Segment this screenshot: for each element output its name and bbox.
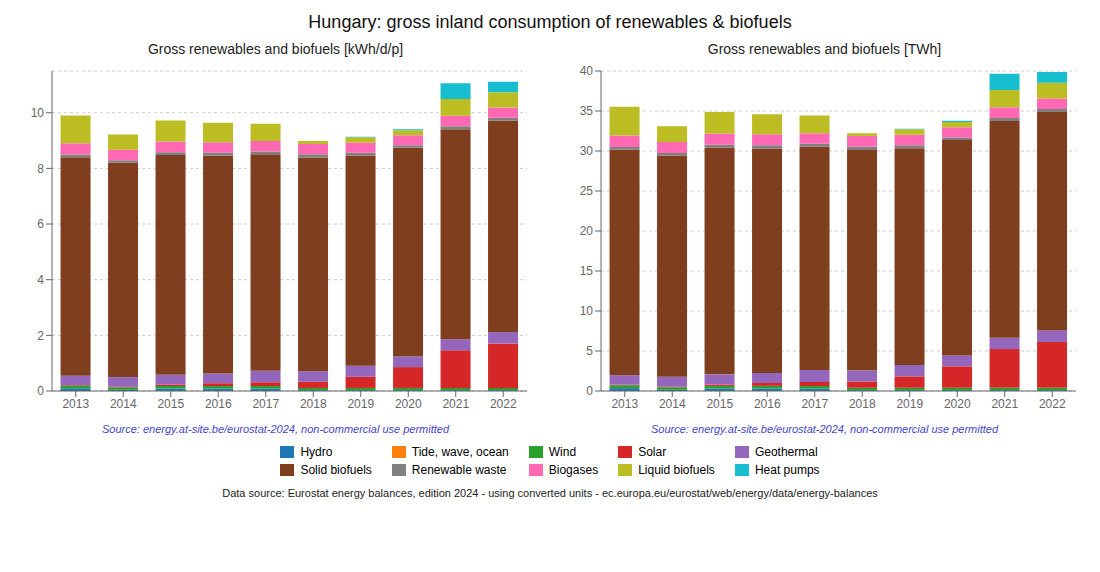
html-text:Source: energy.at-site.be/euro: Source: energy.at-site.be/eurostat-2024,… <box>102 423 449 435</box>
svg-text:30: 30 <box>580 144 594 158</box>
svg-text:2022: 2022 <box>490 397 517 411</box>
svg-text:2021: 2021 <box>442 397 469 411</box>
svg-text:2021: 2021 <box>991 397 1018 411</box>
svg-text:2014: 2014 <box>659 397 686 411</box>
svg-text:2018: 2018 <box>300 397 327 411</box>
svg-text:2019: 2019 <box>896 397 923 411</box>
html-text:Tide, wave, ocean: Tide, wave, ocean <box>411 445 509 459</box>
svg-text:2: 2 <box>37 329 44 343</box>
svg-text:6: 6 <box>37 217 44 231</box>
svg-text:35: 35 <box>580 104 594 118</box>
html-text:Geothermal: Geothermal <box>754 445 818 459</box>
svg-text:8: 8 <box>37 162 44 176</box>
svg-text:2018: 2018 <box>849 397 876 411</box>
svg-text:5: 5 <box>586 344 593 358</box>
html-text:Gross renewables and biofuels: Gross renewables and biofuels [TWh] <box>707 41 942 57</box>
svg-text:2020: 2020 <box>944 397 971 411</box>
svg-text:15: 15 <box>580 264 594 278</box>
svg-text:2013: 2013 <box>62 397 89 411</box>
svg-text:2015: 2015 <box>157 397 184 411</box>
html-text:Data source: Eurostat energy b: Data source: Eurostat energy balances, e… <box>222 487 878 499</box>
html-text:Renewable waste: Renewable waste <box>411 463 507 477</box>
svg-text:10: 10 <box>31 106 45 120</box>
svg-text:2017: 2017 <box>801 397 828 411</box>
svg-text:10: 10 <box>580 304 594 318</box>
svg-text:20: 20 <box>580 224 594 238</box>
html-text:Hydro: Hydro <box>300 445 333 459</box>
html-text:Liquid biofuels: Liquid biofuels <box>638 463 715 477</box>
svg-text:2015: 2015 <box>706 397 733 411</box>
svg-text:0: 0 <box>37 384 44 398</box>
svg-text:4: 4 <box>37 273 44 287</box>
svg-text:2016: 2016 <box>754 397 781 411</box>
html-text:Solid biofuels: Solid biofuels <box>300 463 372 477</box>
svg-text:40: 40 <box>580 64 594 78</box>
svg-text:0: 0 <box>586 384 593 398</box>
svg-text:2014: 2014 <box>110 397 137 411</box>
svg-text:25: 25 <box>580 184 594 198</box>
svg-text:2017: 2017 <box>252 397 279 411</box>
svg-text:2013: 2013 <box>611 397 638 411</box>
html-text:Wind: Wind <box>548 445 577 459</box>
html-text:Hungary: gross inland consumpt: Hungary: gross inland consumption of ren… <box>308 12 792 32</box>
svg-text:2016: 2016 <box>205 397 232 411</box>
html-text:Biogases: Biogases <box>548 463 599 477</box>
html-text:Source: energy.at-site.be/euro: Source: energy.at-site.be/eurostat-2024,… <box>651 423 998 435</box>
svg-text:2020: 2020 <box>395 397 422 411</box>
html-text:Gross renewables and biofuels: Gross renewables and biofuels [kWh/d/p] <box>147 41 404 57</box>
html-text:Solar: Solar <box>638 445 667 459</box>
svg-text:2019: 2019 <box>347 397 374 411</box>
html-text:Heat pumps: Heat pumps <box>754 463 820 477</box>
svg-text:2022: 2022 <box>1039 397 1066 411</box>
